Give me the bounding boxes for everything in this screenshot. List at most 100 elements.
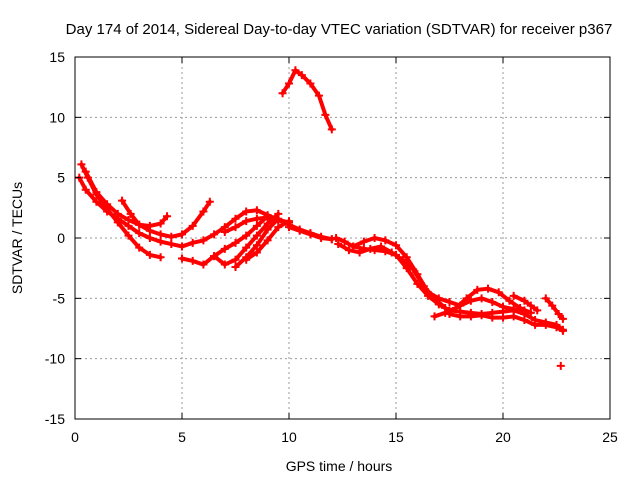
data-point <box>488 297 497 306</box>
data-point <box>188 221 197 230</box>
data-point <box>366 244 375 253</box>
data-point <box>220 260 229 269</box>
data-point <box>554 310 563 319</box>
data-point <box>516 303 525 312</box>
data-point <box>242 231 251 240</box>
data-point <box>398 255 407 264</box>
data-point <box>242 217 251 226</box>
data-point <box>297 71 306 80</box>
data-point <box>77 160 86 169</box>
series-trace <box>280 68 334 132</box>
data-point <box>124 231 133 240</box>
data-point <box>252 221 261 230</box>
data-point <box>178 254 186 263</box>
data-point <box>252 214 261 223</box>
series-track-p <box>445 310 567 335</box>
data-point <box>220 227 229 236</box>
data-point <box>499 313 507 322</box>
data-point <box>402 253 411 262</box>
data-point <box>163 212 172 221</box>
x-tick-label: 0 <box>71 429 79 445</box>
data-point <box>377 242 386 251</box>
data-point <box>340 237 349 246</box>
data-point <box>103 200 112 209</box>
data-point <box>533 306 542 315</box>
data-point <box>509 291 518 300</box>
data-point <box>552 323 561 332</box>
data-points <box>75 66 567 370</box>
series-track-f <box>210 209 283 269</box>
data-point <box>242 207 251 216</box>
data-point <box>263 225 272 234</box>
data-point <box>526 301 535 310</box>
data-point <box>314 91 323 100</box>
data-point <box>466 312 475 321</box>
data-point <box>409 265 418 274</box>
data-point <box>321 110 330 119</box>
data-point <box>210 230 219 239</box>
data-point <box>494 288 503 297</box>
y-tick-label: 0 <box>57 230 65 246</box>
data-point <box>430 294 439 303</box>
data-point <box>126 209 135 218</box>
data-point <box>199 236 208 245</box>
data-point <box>135 229 144 238</box>
series-track-s <box>556 361 565 370</box>
series-trace <box>432 286 533 319</box>
series-trace <box>511 293 540 313</box>
data-point <box>263 236 272 245</box>
data-point <box>145 226 154 235</box>
data-point <box>135 243 144 252</box>
x-tick-label: 10 <box>281 429 297 445</box>
series-track-k <box>285 223 336 244</box>
y-tick-label: -5 <box>53 290 66 306</box>
data-point <box>231 214 240 223</box>
y-axis-label: SDTVAR / TECUs <box>9 182 25 294</box>
y-tick-label: 5 <box>57 170 65 186</box>
data-point <box>199 207 208 216</box>
data-point <box>156 237 165 246</box>
data-point <box>81 185 90 194</box>
data-point <box>178 242 186 251</box>
data-point <box>327 125 336 134</box>
data-point <box>332 234 341 242</box>
data-point <box>156 253 165 262</box>
series-trace <box>543 296 565 321</box>
series-track-n <box>334 240 450 312</box>
data-point <box>113 209 122 218</box>
data-point <box>124 215 133 224</box>
data-point <box>370 234 379 242</box>
data-point <box>242 243 251 252</box>
series-trace <box>120 198 212 239</box>
data-point <box>327 235 336 244</box>
data-point <box>252 206 261 215</box>
data-point <box>210 252 219 261</box>
data-point <box>520 296 529 305</box>
data-point <box>231 238 240 247</box>
data-point <box>285 79 293 88</box>
data-point <box>509 305 518 314</box>
x-axis-label: GPS time / hours <box>286 458 393 474</box>
data-point <box>205 197 214 206</box>
data-point <box>167 240 176 249</box>
data-point <box>445 297 454 306</box>
data-point <box>441 308 450 317</box>
data-point <box>505 296 514 305</box>
data-point <box>92 197 101 206</box>
data-point <box>167 232 176 241</box>
data-point <box>156 230 165 239</box>
data-point <box>445 310 454 319</box>
data-point <box>558 326 567 335</box>
data-point <box>541 294 550 303</box>
data-point <box>178 230 186 239</box>
data-point <box>488 313 497 322</box>
y-tick-label: -10 <box>45 351 65 367</box>
data-point <box>451 303 460 312</box>
data-point <box>526 308 535 317</box>
data-point <box>531 320 540 329</box>
data-point <box>199 260 208 269</box>
axis-ticks: 0 5 10 15 20 25 -15 -10 -5 0 5 10 15 <box>45 49 618 445</box>
data-point <box>509 312 518 321</box>
data-point <box>520 316 529 325</box>
